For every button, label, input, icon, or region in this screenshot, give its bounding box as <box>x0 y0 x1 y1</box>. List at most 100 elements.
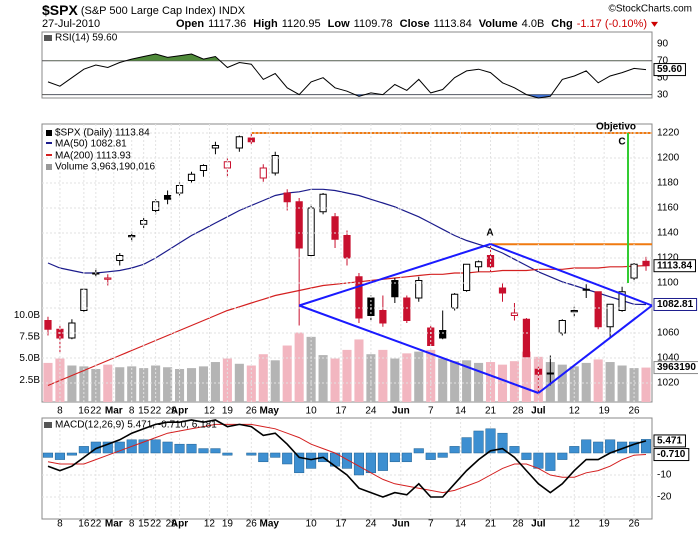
macd-histogram-bar <box>114 441 125 454</box>
volume-bar <box>641 367 651 402</box>
macd-histogram-bar <box>569 446 580 454</box>
macd-histogram-bar <box>413 448 424 454</box>
value-tag: 5.471 <box>657 436 682 447</box>
candle-body <box>187 173 196 181</box>
candle-body <box>606 303 614 328</box>
volume-bar <box>318 355 328 402</box>
x-tick-label: 17 <box>335 406 347 417</box>
x-tick-label: 26 <box>246 406 258 417</box>
quote-label: Close <box>400 18 430 30</box>
value-tag-box <box>653 297 698 311</box>
macd-histogram-bar <box>581 439 592 454</box>
macd-histogram-bar <box>509 446 520 454</box>
y-tick-label: 70 <box>657 55 669 66</box>
candle-body <box>403 297 411 321</box>
x-tick-label: 7 <box>428 519 434 530</box>
candle-body <box>331 216 339 240</box>
macd-histogram-bar <box>485 428 496 454</box>
macd-histogram-bar <box>377 452 388 471</box>
candle-body <box>295 201 303 249</box>
macd-histogram-bar <box>138 439 149 454</box>
macd-histogram-bar <box>174 443 185 454</box>
macd-title: MACD(12,26,9) 5.471, -0.710, 6.181 <box>55 420 217 431</box>
quote-value: -1.17 (-0.10%) <box>577 18 647 30</box>
x-tick-label: 15 <box>138 519 150 530</box>
candle-body <box>522 318 531 358</box>
y-tick-label: 1140 <box>657 228 679 239</box>
candle-body <box>630 263 638 279</box>
x-tick-label: 8 <box>129 406 135 417</box>
value-tag-box <box>653 361 698 375</box>
y-tick-label: 1120 <box>657 253 679 264</box>
volume-bar <box>378 349 388 402</box>
volume-bar <box>402 353 412 402</box>
x-tick-label: 26 <box>628 406 640 417</box>
candle-body <box>594 291 602 328</box>
x-tick-label: 29 <box>166 519 178 530</box>
y-tick-label: 1200 <box>657 153 680 164</box>
macd-histogram-bar <box>593 441 604 454</box>
x-tick-label: Jul <box>531 519 546 530</box>
macd-histogram-bar <box>437 452 448 458</box>
quote-label: Chg <box>551 18 572 30</box>
quote-value: 1109.78 <box>354 18 393 30</box>
volume-bar <box>474 362 484 402</box>
value-tag-box <box>653 434 686 448</box>
x-tick-label: 14 <box>455 406 467 417</box>
candle-body <box>462 263 471 291</box>
x-tick-label: 8 <box>57 406 63 417</box>
macd-histogram-bar <box>461 437 472 454</box>
x-tick-label: May <box>260 406 280 417</box>
legend-icon <box>44 422 52 428</box>
macd-histogram-bar <box>102 441 113 454</box>
macd-line <box>47 419 647 498</box>
volume-bar <box>605 362 615 402</box>
candle-body <box>439 330 447 339</box>
volume-bar <box>67 365 77 402</box>
candle-body <box>163 195 172 200</box>
volume-bar <box>354 339 364 402</box>
x-tick-label: May <box>260 519 280 530</box>
header-title: $SPX (S&P 500 Large Cap Index) INDX <box>42 2 246 18</box>
candle-body <box>259 167 267 179</box>
candle-body <box>498 287 507 294</box>
y2-tick-label: 7.5B <box>19 331 40 342</box>
diamond-edge <box>490 243 653 307</box>
value-tag-box <box>653 63 686 77</box>
volume-bar <box>342 349 352 402</box>
signal-line <box>47 423 647 494</box>
volume-bar <box>485 362 496 402</box>
price-panel <box>43 132 652 402</box>
volume-bar <box>198 366 209 402</box>
macd-histogram-bar <box>473 430 484 454</box>
y-tick-label: 1100 <box>657 278 679 289</box>
y-tick-label: 1060 <box>657 328 680 339</box>
candle-body <box>618 291 626 311</box>
x-tick-label: 16 <box>78 406 90 417</box>
candle-body <box>235 136 243 149</box>
x-tick-label: 12 <box>204 406 216 417</box>
annotation: Objetivo <box>596 122 636 133</box>
macd-histogram-bar <box>449 446 460 454</box>
index-name: (S&P 500 Large Cap Index) INDX <box>81 5 246 17</box>
legend-entry: $SPX (Daily) 1113.84 <box>55 128 150 139</box>
x-tick-label: 28 <box>512 519 524 530</box>
macd-histogram-bar <box>521 452 532 460</box>
macd-histogram-bar <box>401 452 412 463</box>
x-tick-label: 21 <box>485 519 497 530</box>
volume-bar <box>521 351 531 402</box>
candle-body <box>415 280 423 299</box>
quote-value: 1117.36 <box>208 18 246 30</box>
quote-value: 1113.84 <box>434 18 472 30</box>
y-tick-label: 1020 <box>657 378 680 389</box>
volume-bar <box>246 365 256 402</box>
candle-body <box>391 280 399 298</box>
rsi-line <box>47 53 647 99</box>
candle-body <box>271 155 279 174</box>
macd-histogram-bar <box>640 439 652 454</box>
x-tick-label: Jun <box>392 406 410 417</box>
candle-body <box>474 261 483 268</box>
x-tick-label: 8 <box>129 519 135 530</box>
candle-body <box>570 310 578 313</box>
